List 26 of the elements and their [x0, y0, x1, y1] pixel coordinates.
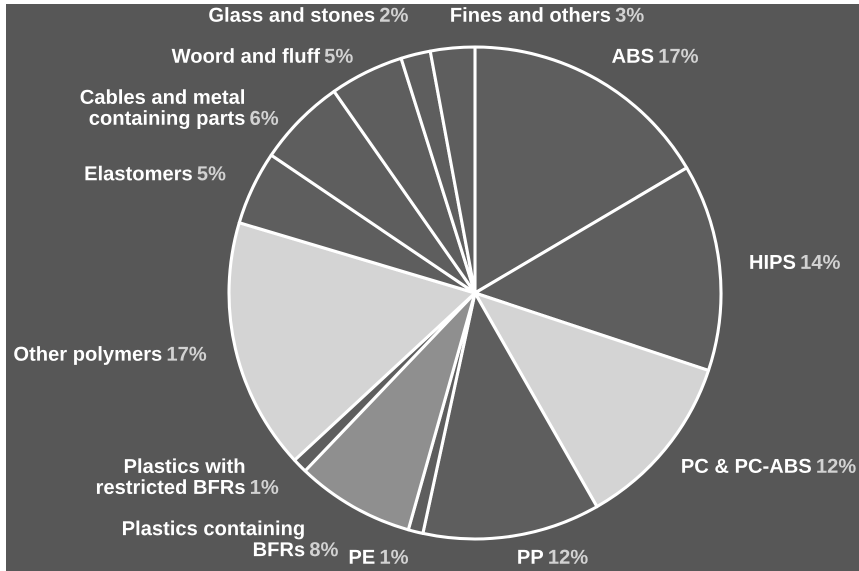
slice-label: Woord and fluff: [172, 48, 320, 63]
data-label: 17%: [660, 48, 698, 63]
slice-label: Plastics with restricted BFRs: [96, 458, 245, 494]
data-label: 8%: [310, 542, 338, 556]
data-label: 6%: [250, 110, 278, 126]
slice-label: Other polymers: [14, 346, 162, 365]
slice-label: Glass and stones: [209, 7, 374, 22]
data-label: 2%: [380, 8, 408, 22]
slice-label: Fines and others: [451, 7, 610, 22]
slice-label: Cables and metal containing parts: [80, 89, 245, 130]
slice-label: PP: [518, 550, 544, 564]
data-label: 12%: [549, 550, 588, 564]
slice-label: HIPS: [750, 254, 796, 270]
slice-label: ABS: [612, 48, 654, 63]
data-label: 3%: [616, 8, 644, 22]
slice-label: PC & PC-ABS: [682, 458, 811, 473]
data-label: 17%: [168, 346, 206, 361]
data-label: 5%: [324, 48, 353, 63]
slice-label: Elastomers: [85, 166, 192, 180]
data-label: 5%: [197, 166, 226, 180]
slice-label: PE: [350, 550, 374, 564]
slice-label: Plastics containing BFRs: [122, 520, 304, 556]
data-label: 1%: [380, 550, 408, 564]
data-label: 1%: [250, 480, 278, 494]
data-label: 14%: [801, 254, 840, 270]
data-label: 12%: [817, 458, 856, 473]
